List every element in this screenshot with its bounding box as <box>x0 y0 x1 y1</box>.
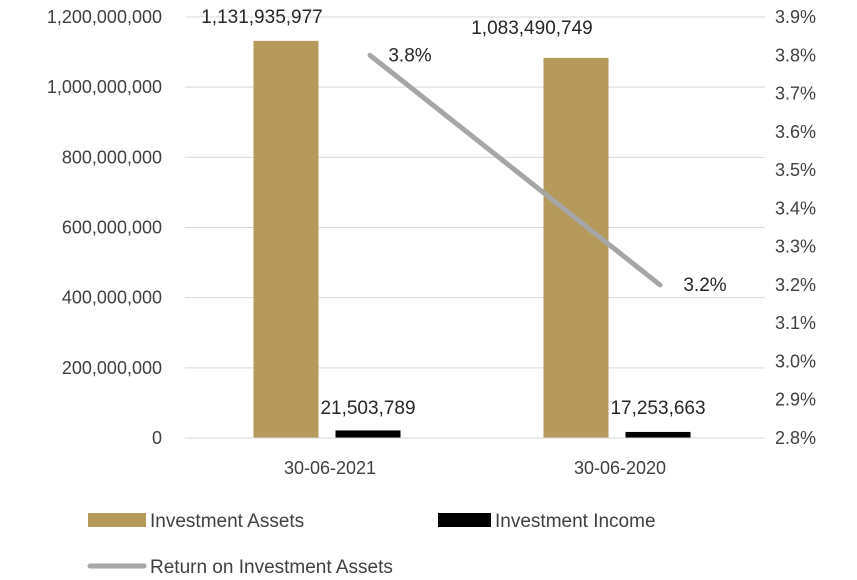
legend-swatch <box>88 513 146 527</box>
right-tick-label: 3.4% <box>775 198 816 218</box>
right-axis: 2.8% 2.9% 3.0% 3.1% 3.2% 3.3% 3.4% 3.5% 3.6% 3.7%… <box>775 7 816 448</box>
legend-swatch <box>438 513 491 527</box>
right-tick-label: 3.1% <box>775 313 816 333</box>
right-tick-label: 3.7% <box>775 84 816 104</box>
legend: Investment Assets Investment Income Return… <box>87 511 656 578</box>
right-tick-label: 3.2% <box>775 275 816 295</box>
data-labels: 1,131,935,977 1,083,490,749 21,503,789 17,2… <box>201 7 727 419</box>
right-tick-label: 3.0% <box>775 351 816 371</box>
right-tick-label: 3.9% <box>775 7 816 27</box>
data-label: 17,253,663 <box>610 398 705 419</box>
left-tick-label: 400,000,000 <box>62 288 162 308</box>
x-tick-label: 30-06-2020 <box>574 458 666 478</box>
right-tick-label: 2.8% <box>775 428 816 448</box>
bar-1-1 <box>625 431 691 438</box>
left-tick-label: 800,000,000 <box>62 147 162 167</box>
data-label: 3.8% <box>388 45 431 66</box>
data-label: 3.2% <box>683 275 726 296</box>
left-tick-label: 0 <box>152 428 162 448</box>
right-tick-label: 2.9% <box>775 390 816 410</box>
bar-1-0 <box>335 430 401 438</box>
data-label: 1,131,935,977 <box>201 7 323 28</box>
legend-label: Investment Assets <box>150 511 304 532</box>
left-axis: 0 200,000,000 400,000,000 600,000,000 800,00… <box>47 7 162 448</box>
left-tick-label: 1,200,000,000 <box>47 7 162 27</box>
right-tick-label: 3.5% <box>775 160 816 180</box>
x-axis: 30-06-2021 30-06-2020 <box>185 437 765 478</box>
x-tick-label: 30-06-2021 <box>284 458 376 478</box>
right-tick-label: 3.6% <box>775 122 816 142</box>
left-tick-label: 1,000,000,000 <box>47 77 162 97</box>
line-series <box>367 52 663 288</box>
right-tick-label: 3.3% <box>775 237 816 257</box>
right-tick-label: 3.8% <box>775 45 816 65</box>
data-label: 1,083,490,749 <box>471 18 593 39</box>
data-label: 21,503,789 <box>320 398 415 419</box>
line-return-on-investment <box>367 52 663 288</box>
legend-label: Investment Income <box>495 511 656 532</box>
bar-0-1 <box>543 57 609 438</box>
bar-series <box>253 40 691 439</box>
bar-0-0 <box>253 40 319 439</box>
left-tick-label: 200,000,000 <box>62 358 162 378</box>
legend-label: Return on Investment Assets <box>150 557 393 578</box>
left-tick-label: 600,000,000 <box>62 218 162 238</box>
